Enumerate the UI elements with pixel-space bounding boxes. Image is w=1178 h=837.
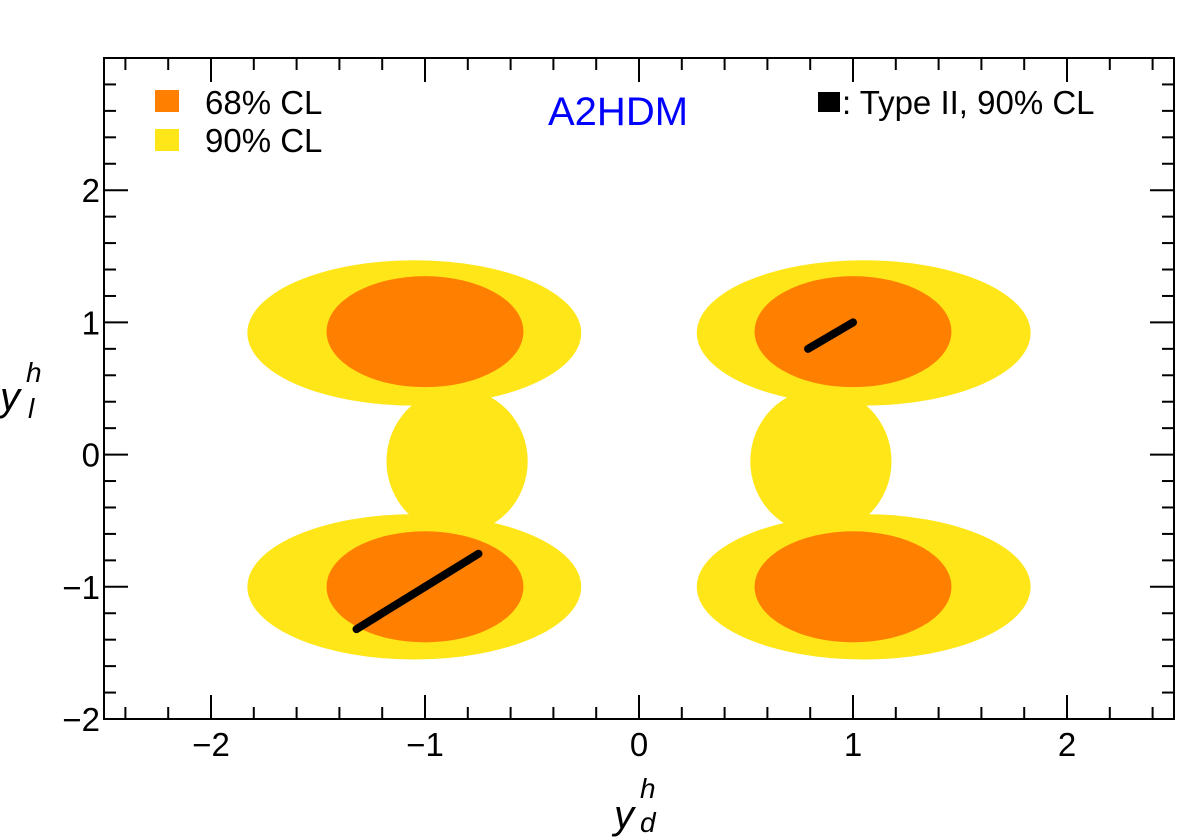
y-tick-label: 2 — [82, 172, 100, 209]
legend-swatch-90 — [155, 129, 179, 151]
x-axis-label-sup: h — [640, 773, 656, 804]
type2-swatch — [818, 92, 840, 112]
x-axis-ticks — [124, 58, 1154, 719]
y-axis-label-sup: h — [26, 357, 42, 388]
x-tick-label: −2 — [192, 726, 230, 763]
x-tick-label: 1 — [844, 726, 862, 763]
cl68-region-3 — [754, 531, 952, 643]
x-axis-label: y — [611, 793, 637, 837]
type2-label: : Type II, 90% CL — [842, 84, 1095, 121]
legend: 68% CL 90% CL — [155, 84, 322, 159]
x-tick-label: 2 — [1058, 726, 1076, 763]
y-axis-tick-labels: −2 −1 0 1 2 — [62, 172, 100, 738]
cl68-region-0 — [326, 276, 524, 388]
type2-segments — [352, 318, 857, 634]
legend-label-90: 90% CL — [205, 122, 322, 159]
x-axis-label-sub: d — [640, 807, 657, 837]
chart-title: A2HDM — [548, 90, 688, 134]
y-tick-label: −2 — [62, 701, 100, 738]
type2-annotation: : Type II, 90% CL — [818, 84, 1095, 121]
x-axis-tick-labels: −2 −1 0 1 2 — [192, 726, 1076, 763]
cl90-region-5 — [750, 388, 892, 534]
y-tick-label: −1 — [62, 569, 100, 606]
type2-segment-0 — [804, 318, 857, 353]
type2-segment-1 — [352, 582, 429, 634]
y-tick-label: 0 — [82, 437, 100, 474]
legend-label-68: 68% CL — [205, 84, 322, 121]
cl90-region-4 — [386, 388, 528, 534]
y-axis-label: y — [0, 375, 23, 419]
y-tick-label: 1 — [82, 304, 100, 341]
x-tick-label: −1 — [406, 726, 444, 763]
x-tick-label: 0 — [630, 726, 648, 763]
y-axis-label-sub: l — [28, 393, 35, 424]
cl68-region-2 — [754, 276, 952, 388]
legend-swatch-68 — [155, 90, 179, 112]
y-axis-ticks — [104, 57, 1174, 720]
type2-segment-2 — [421, 549, 483, 591]
